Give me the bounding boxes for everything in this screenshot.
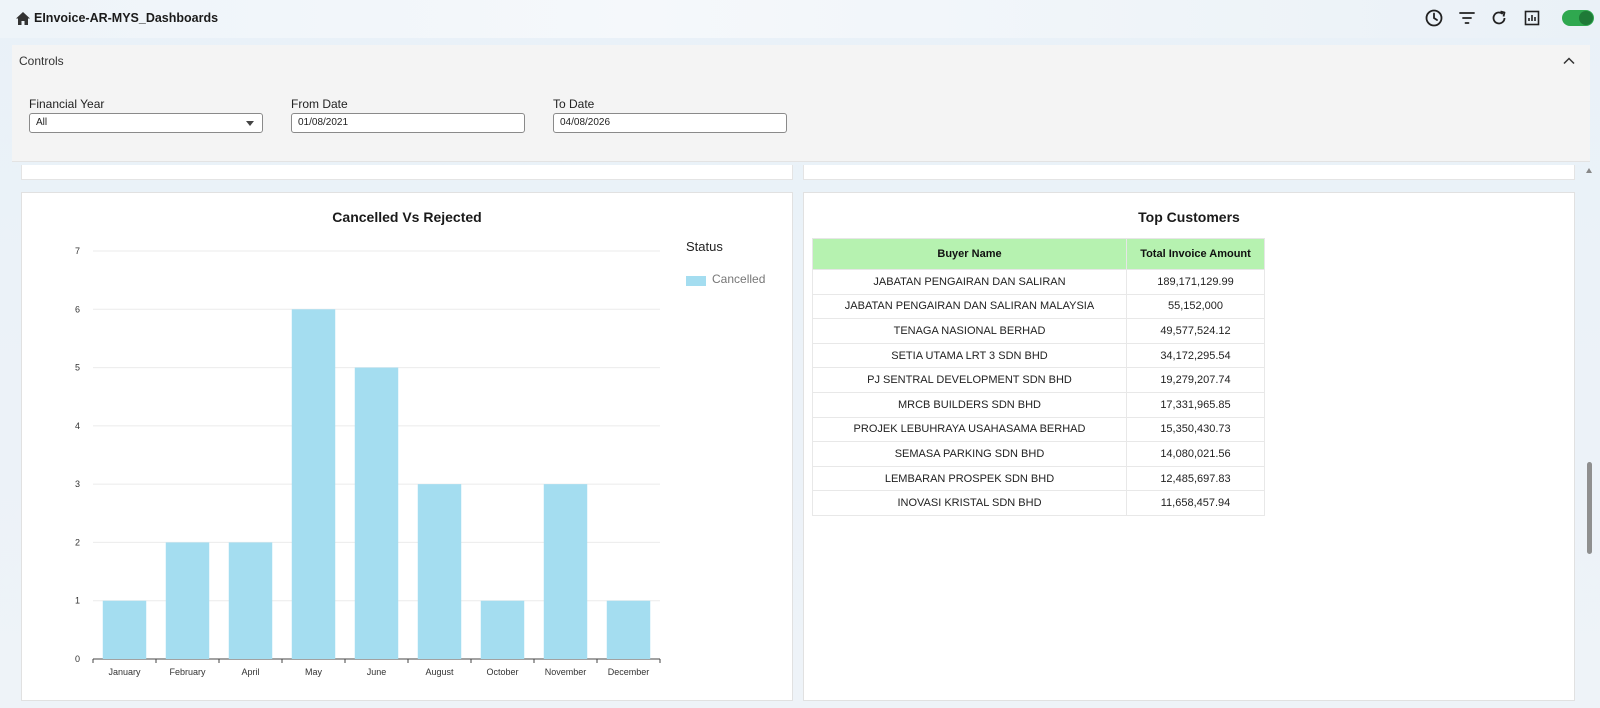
table-row[interactable]: LEMBARAN PROSPEK SDN BHD 12,485,697.83 — [812, 465, 1265, 492]
x-tick-label: December — [608, 667, 650, 677]
x-tick-label: November — [545, 667, 587, 677]
legend-swatch-cancelled[interactable] — [686, 276, 706, 286]
chart-title: Cancelled Vs Rejected — [332, 209, 482, 225]
x-tick-label: February — [169, 667, 206, 677]
history-icon[interactable] — [1422, 6, 1446, 30]
y-tick-label: 2 — [75, 537, 80, 547]
from-date-input[interactable]: 01/08/2021 — [291, 113, 525, 133]
report-icon[interactable] — [1520, 6, 1544, 30]
y-tick-label: 3 — [75, 479, 80, 489]
buyer-name-cell: MRCB BUILDERS SDN BHD — [812, 391, 1127, 418]
top-customers-panel: Top Customers Buyer Name Total Invoice A… — [803, 192, 1575, 701]
column-header-buyer-name[interactable]: Buyer Name — [812, 238, 1127, 270]
x-tick-label: August — [425, 667, 454, 677]
to-date-value: 04/08/2026 — [560, 117, 611, 128]
buyer-name-cell: JABATAN PENGAIRAN DAN SALIRAN MALAYSIA — [812, 293, 1127, 320]
bar-january[interactable] — [102, 600, 147, 659]
bar-chart: 0 1 2 3 4 5 6 7 January February April May June Augus… — [75, 246, 661, 677]
buyer-name-cell: TENAGA NASIONAL BERHAD — [812, 318, 1127, 344]
table-row[interactable]: INOVASI KRISTAL SDN BHD 11,658,457.94 — [812, 490, 1265, 516]
controls-title: Controls — [19, 54, 64, 68]
y-tick-label: 0 — [75, 654, 80, 664]
scroll-up-icon[interactable] — [1586, 168, 1592, 173]
y-tick-label: 1 — [75, 596, 80, 606]
buyer-name-cell: PROJEK LEBUHRAYA USAHASAMA BERHAD — [812, 416, 1127, 443]
column-header-total-invoice-amount[interactable]: Total Invoice Amount — [1126, 238, 1265, 270]
top-customers-table: Buyer Name Total Invoice Amount JABATAN … — [812, 238, 1265, 516]
panel-above-right — [803, 165, 1575, 180]
invoice-amount-cell: 14,080,021.56 — [1126, 441, 1265, 467]
y-tick-label: 7 — [75, 246, 80, 256]
x-tick-label: May — [305, 667, 323, 677]
invoice-amount-cell: 55,152,000 — [1126, 293, 1265, 320]
invoice-amount-cell: 17,331,965.85 — [1126, 391, 1265, 418]
buyer-name-cell: JABATAN PENGAIRAN DAN SALIRAN — [812, 269, 1127, 295]
table-row[interactable]: PJ SENTRAL DEVELOPMENT SDN BHD 19,279,207… — [812, 367, 1265, 393]
y-tick-label: 5 — [75, 363, 80, 373]
scrollbar-thumb[interactable] — [1587, 462, 1592, 554]
table-row[interactable]: PROJEK LEBUHRAYA USAHASAMA BERHAD 15,350,… — [812, 416, 1265, 443]
bar-may[interactable] — [291, 309, 336, 659]
panel-above-left — [21, 165, 793, 180]
refresh-icon[interactable] — [1487, 6, 1511, 30]
table-row[interactable]: JABATAN PENGAIRAN DAN SALIRAN 189,171,129… — [812, 269, 1265, 295]
x-tick-label: January — [108, 667, 141, 677]
bar-february[interactable] — [165, 542, 210, 659]
legend-label-cancelled[interactable]: Cancelled — [712, 272, 766, 286]
bar-november[interactable] — [543, 484, 588, 659]
to-date-input[interactable]: 04/08/2026 — [553, 113, 787, 133]
x-tick-label: June — [367, 667, 387, 677]
buyer-name-cell: SETIA UTAMA LRT 3 SDN BHD — [812, 342, 1127, 369]
table-header-row: Buyer Name Total Invoice Amount — [812, 238, 1265, 270]
invoice-amount-cell: 49,577,524.12 — [1126, 318, 1265, 344]
table-row[interactable]: SETIA UTAMA LRT 3 SDN BHD 34,172,295.54 — [812, 342, 1265, 369]
home-icon[interactable] — [14, 10, 32, 28]
controls-section: Controls Financial Year All From Date 01… — [12, 45, 1590, 162]
table-row[interactable]: SEMASA PARKING SDN BHD 14,080,021.56 — [812, 441, 1265, 467]
y-tick-label: 4 — [75, 421, 80, 431]
y-tick-label: 6 — [75, 304, 80, 314]
table-row[interactable]: JABATAN PENGAIRAN DAN SALIRAN MALAYSIA 55… — [812, 293, 1265, 320]
invoice-amount-cell: 189,171,129.99 — [1126, 269, 1265, 295]
bar-october[interactable] — [480, 600, 525, 659]
top-customers-title: Top Customers — [1138, 209, 1240, 225]
toggle-knob — [1579, 11, 1593, 25]
top-bar: EInvoice-AR-MYS_Dashboards — [0, 0, 1600, 38]
theme-toggle[interactable] — [1562, 10, 1594, 26]
page-scrollbar[interactable] — [1584, 166, 1594, 704]
from-date-value: 01/08/2021 — [298, 117, 349, 128]
chevron-up-icon[interactable] — [1562, 54, 1576, 68]
table-row[interactable]: TENAGA NASIONAL BERHAD 49,577,524.12 — [812, 318, 1265, 344]
invoice-amount-cell: 15,350,430.73 — [1126, 416, 1265, 443]
from-date-label: From Date — [291, 97, 348, 111]
x-tick-label: October — [486, 667, 518, 677]
bar-december[interactable] — [606, 600, 651, 659]
invoice-amount-cell: 34,172,295.54 — [1126, 342, 1265, 369]
x-tick-label: April — [241, 667, 259, 677]
bar-august[interactable] — [417, 484, 462, 659]
buyer-name-cell: INOVASI KRISTAL SDN BHD — [812, 490, 1127, 516]
table-row[interactable]: MRCB BUILDERS SDN BHD 17,331,965.85 — [812, 391, 1265, 418]
invoice-amount-cell: 19,279,207.74 — [1126, 367, 1265, 393]
buyer-name-cell: LEMBARAN PROSPEK SDN BHD — [812, 465, 1127, 492]
invoice-amount-cell: 11,658,457.94 — [1126, 490, 1265, 516]
to-date-label: To Date — [553, 97, 595, 111]
bar-june[interactable] — [354, 367, 399, 659]
filter-icon[interactable] — [1455, 6, 1479, 30]
app-title: EInvoice-AR-MYS_Dashboards — [34, 11, 219, 25]
financial-year-value: All — [36, 117, 48, 128]
financial-year-label: Financial Year — [29, 97, 105, 111]
buyer-name-cell: SEMASA PARKING SDN BHD — [812, 441, 1127, 467]
chevron-down-icon — [246, 121, 254, 126]
invoice-amount-cell: 12,485,697.83 — [1126, 465, 1265, 492]
bar-april[interactable] — [228, 542, 273, 659]
financial-year-select[interactable]: All — [29, 113, 263, 133]
cancelled-vs-rejected-panel: Cancelled Vs Rejected Status Cancelled 0… — [21, 192, 793, 701]
legend-title: Status — [686, 239, 723, 254]
buyer-name-cell: PJ SENTRAL DEVELOPMENT SDN BHD — [812, 367, 1127, 393]
